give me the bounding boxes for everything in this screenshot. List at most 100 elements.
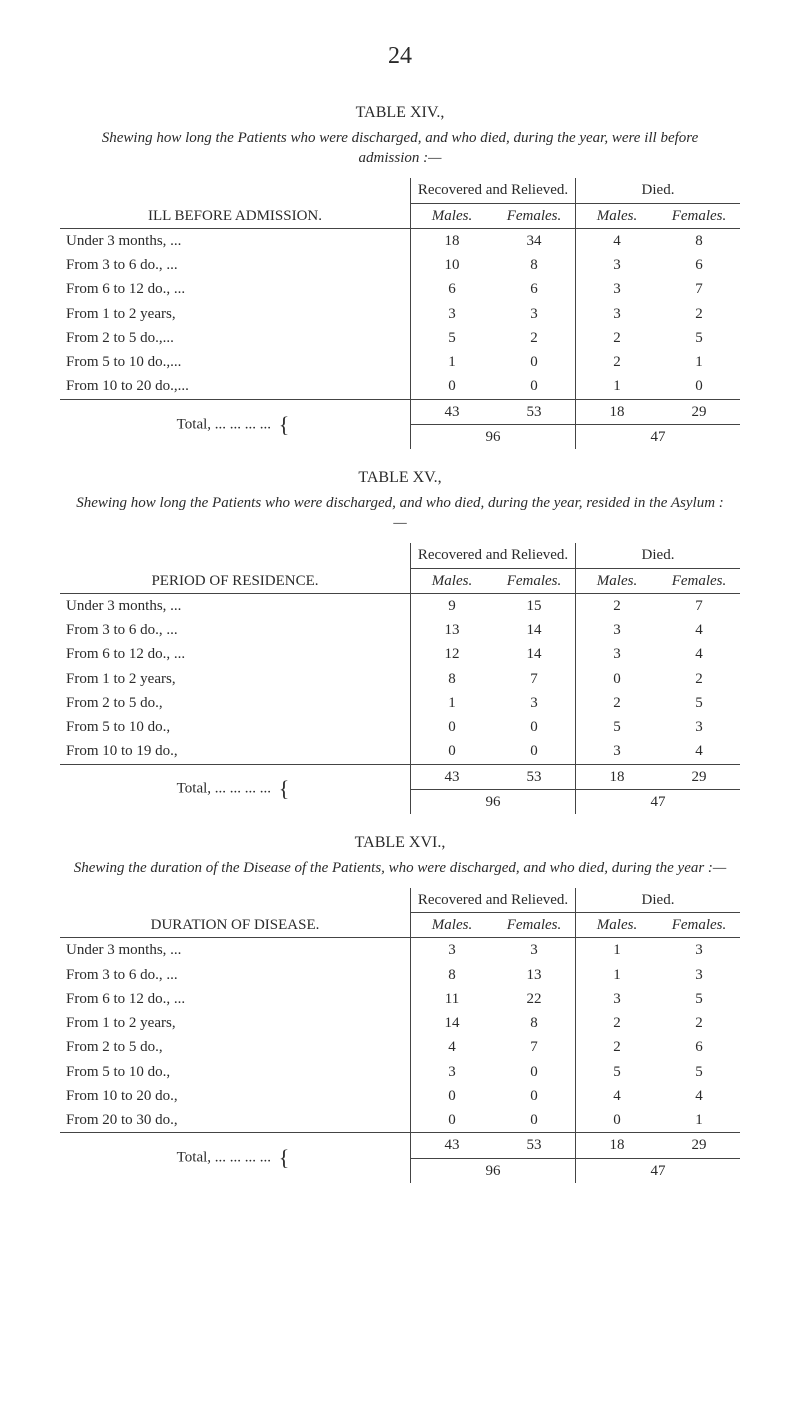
row-label: From 5 to 10 do.,	[60, 715, 411, 739]
table-row: From 1 to 2 years,14822	[60, 1011, 740, 1035]
cell-value: 3	[658, 963, 740, 987]
row-label: Under 3 months, ...	[60, 228, 411, 253]
table-row: From 5 to 10 do.,3055	[60, 1060, 740, 1084]
cell-value: 3	[493, 938, 576, 963]
table-row: From 1 to 2 years,3332	[60, 302, 740, 326]
table-title: TABLE XV.,	[60, 467, 740, 489]
cell-value: 0	[493, 1084, 576, 1108]
cell-value: 2	[576, 1035, 659, 1059]
cell-value: 2	[576, 691, 659, 715]
column-subheader: Females.	[493, 568, 576, 593]
table-caption: Shewing the duration of the Disease of t…	[70, 858, 730, 878]
cell-value: 5	[658, 1060, 740, 1084]
table-row: From 3 to 6 do., ...81313	[60, 963, 740, 987]
cell-value: 2	[576, 593, 659, 618]
cell-value: 22	[493, 987, 576, 1011]
cell-value: 2	[576, 1011, 659, 1035]
row-label: From 1 to 2 years,	[60, 302, 411, 326]
cell-value: 3	[576, 253, 659, 277]
cell-value: 3	[576, 277, 659, 301]
cell-value: 6	[658, 1035, 740, 1059]
cell-value: 4	[658, 739, 740, 764]
subtotal-value: 18	[576, 764, 659, 789]
total-label: Total, ... ... ... ... {	[60, 399, 411, 449]
cell-value: 4	[576, 228, 659, 253]
cell-value: 0	[411, 1084, 494, 1108]
cell-value: 5	[658, 987, 740, 1011]
cell-value: 18	[411, 228, 494, 253]
cell-value: 1	[658, 350, 740, 374]
cell-value: 1	[658, 1108, 740, 1133]
table-row: From 10 to 19 do.,0034	[60, 739, 740, 764]
brace-icon: {	[275, 1145, 294, 1170]
column-group-header: Recovered and Relieved.	[411, 543, 576, 568]
grand-total-value: 47	[576, 1158, 741, 1183]
cell-value: 0	[493, 1060, 576, 1084]
cell-value: 0	[411, 739, 494, 764]
cell-value: 5	[658, 326, 740, 350]
cell-value: 0	[576, 1108, 659, 1133]
cell-value: 2	[658, 302, 740, 326]
cell-value: 4	[576, 1084, 659, 1108]
grand-total-value: 96	[411, 789, 576, 814]
data-table: PERIOD OF RESIDENCE.Recovered and Reliev…	[60, 543, 740, 814]
table-title: TABLE XVI.,	[60, 832, 740, 854]
column-group-header: Recovered and Relieved.	[411, 888, 576, 913]
row-label: From 5 to 10 do.,...	[60, 350, 411, 374]
row-label: From 20 to 30 do.,	[60, 1108, 411, 1133]
cell-value: 8	[411, 667, 494, 691]
cell-value: 14	[493, 618, 576, 642]
column-group-header: Recovered and Relieved.	[411, 178, 576, 203]
grand-total-value: 47	[576, 789, 741, 814]
column-group-header: Died.	[576, 543, 741, 568]
row-label: From 6 to 12 do., ...	[60, 277, 411, 301]
cell-value: 1	[576, 938, 659, 963]
cell-value: 14	[493, 642, 576, 666]
column-subheader: Males.	[411, 203, 494, 228]
subtotal-row: Total, ... ... ... ... {43531829	[60, 764, 740, 789]
row-label: From 5 to 10 do.,	[60, 1060, 411, 1084]
column-subheader: Males.	[576, 913, 659, 938]
tables-container: TABLE XIV.,Shewing how long the Patients…	[60, 102, 740, 1183]
grand-total-value: 47	[576, 424, 741, 449]
cell-value: 3	[576, 618, 659, 642]
table-row: From 2 to 5 do.,1325	[60, 691, 740, 715]
cell-value: 1	[576, 374, 659, 399]
cell-value: 9	[411, 593, 494, 618]
subtotal-value: 43	[411, 1133, 494, 1158]
column-subheader: Females.	[658, 203, 740, 228]
table-row: Under 3 months, ...91527	[60, 593, 740, 618]
column-subheader: Females.	[658, 568, 740, 593]
cell-value: 10	[411, 253, 494, 277]
brace-icon: {	[275, 412, 294, 437]
cell-value: 3	[576, 739, 659, 764]
table-caption: Shewing how long the Patients who were d…	[70, 493, 730, 534]
row-label: From 2 to 5 do.,...	[60, 326, 411, 350]
cell-value: 8	[493, 253, 576, 277]
column-subheader: Males.	[411, 568, 494, 593]
cell-value: 14	[411, 1011, 494, 1035]
subtotal-value: 53	[493, 764, 576, 789]
table-row: Under 3 months, ...3313	[60, 938, 740, 963]
subtotal-value: 29	[658, 1133, 740, 1158]
cell-value: 0	[493, 350, 576, 374]
cell-value: 13	[411, 618, 494, 642]
table-row: From 20 to 30 do.,0001	[60, 1108, 740, 1133]
table-row: From 10 to 20 do.,...0010	[60, 374, 740, 399]
cell-value: 3	[411, 302, 494, 326]
subtotal-value: 18	[576, 399, 659, 424]
column-subheader: Females.	[493, 203, 576, 228]
table-row: From 5 to 10 do.,...1021	[60, 350, 740, 374]
data-table: DURATION OF DISEASE.Recovered and Reliev…	[60, 888, 740, 1183]
subtotal-row: Total, ... ... ... ... {43531829	[60, 399, 740, 424]
total-label: Total, ... ... ... ... {	[60, 1133, 411, 1183]
column-group-header: Died.	[576, 178, 741, 203]
row-label: From 10 to 20 do.,...	[60, 374, 411, 399]
subtotal-value: 18	[576, 1133, 659, 1158]
cell-value: 3	[576, 987, 659, 1011]
table-row: From 6 to 12 do., ...121434	[60, 642, 740, 666]
row-label: From 1 to 2 years,	[60, 1011, 411, 1035]
row-label: From 3 to 6 do., ...	[60, 618, 411, 642]
cell-value: 8	[658, 228, 740, 253]
cell-value: 12	[411, 642, 494, 666]
